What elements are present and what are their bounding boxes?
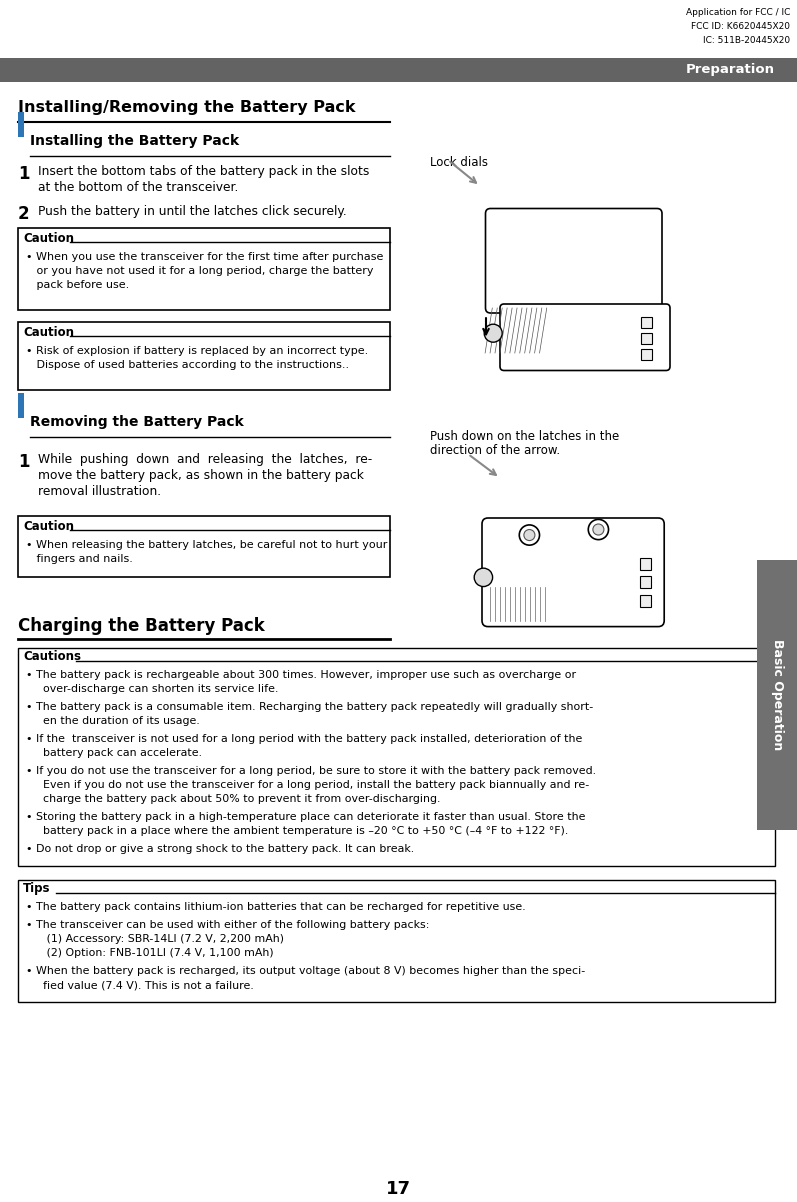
- Bar: [18, 322, 390, 389]
- Text: IC: 511B-20445X20: IC: 511B-20445X20: [703, 36, 790, 44]
- Text: Installing/Removing the Battery Pack: Installing/Removing the Battery Pack: [18, 100, 355, 115]
- Circle shape: [474, 569, 493, 587]
- Text: Even if you do not use the transceiver for a long period, install the battery pa: Even if you do not use the transceiver f…: [36, 780, 589, 790]
- Text: move the battery pack, as shown in the battery pack: move the battery pack, as shown in the b…: [38, 469, 364, 482]
- Text: Push down on the latches in the: Push down on the latches in the: [430, 430, 619, 444]
- Text: 17: 17: [386, 1180, 411, 1198]
- Text: • Risk of explosion if battery is replaced by an incorrect type.: • Risk of explosion if battery is replac…: [26, 346, 368, 356]
- Text: FCC ID: K6620445X20: FCC ID: K6620445X20: [691, 22, 790, 31]
- Text: pack before use.: pack before use.: [26, 280, 129, 290]
- Text: • If you do not use the transceiver for a long period, be sure to store it with : • If you do not use the transceiver for …: [26, 766, 596, 776]
- Text: en the duration of its usage.: en the duration of its usage.: [36, 716, 200, 726]
- Text: 2: 2: [18, 206, 29, 224]
- Text: Preparation: Preparation: [686, 64, 775, 77]
- Text: 1: 1: [18, 165, 29, 183]
- Bar: [757, 560, 797, 831]
- Text: Charging the Battery Pack: Charging the Battery Pack: [18, 617, 265, 635]
- Circle shape: [593, 524, 604, 535]
- Bar: [640, 577, 651, 589]
- Bar: [641, 317, 652, 328]
- Bar: [18, 880, 775, 1002]
- Text: • The transceiver can be used with either of the following battery packs:: • The transceiver can be used with eithe…: [26, 920, 430, 930]
- Text: (2) Option: FNB-101LI (7.4 V, 1,100 mAh): (2) Option: FNB-101LI (7.4 V, 1,100 mAh): [36, 948, 273, 958]
- Text: Insert the bottom tabs of the battery pack in the slots: Insert the bottom tabs of the battery pa…: [38, 165, 369, 178]
- Text: battery pack in a place where the ambient temperature is –20 °C to +50 °C (–4 °F: battery pack in a place where the ambien…: [36, 826, 568, 837]
- Text: over-discharge can shorten its service life.: over-discharge can shorten its service l…: [36, 684, 278, 694]
- Text: Basic Operation: Basic Operation: [771, 639, 783, 750]
- Text: • The battery pack is a consumable item. Recharging the battery pack repeatedly : • The battery pack is a consumable item.…: [26, 702, 593, 712]
- Bar: [640, 595, 651, 607]
- Text: • Do not drop or give a strong shock to the battery pack. It can break.: • Do not drop or give a strong shock to …: [26, 844, 414, 853]
- Text: 1: 1: [18, 453, 29, 471]
- Circle shape: [485, 325, 502, 343]
- Text: • The battery pack contains lithium-ion batteries that can be recharged for repe: • The battery pack contains lithium-ion …: [26, 902, 526, 912]
- Circle shape: [524, 530, 535, 541]
- Text: (1) Accessory: SBR-14LI (7.2 V, 2,200 mAh): (1) Accessory: SBR-14LI (7.2 V, 2,200 mA…: [36, 934, 284, 944]
- Text: • The battery pack is rechargeable about 300 times. However, improper use such a: • The battery pack is rechargeable about…: [26, 670, 576, 680]
- Text: Tips: Tips: [23, 882, 50, 895]
- Bar: [0, 58, 797, 82]
- Text: Lock dials: Lock dials: [430, 156, 488, 169]
- Bar: [18, 516, 390, 577]
- Text: Push the battery in until the latches click securely.: Push the battery in until the latches cl…: [38, 206, 347, 218]
- Text: • When releasing the battery latches, be careful not to hurt your: • When releasing the battery latches, be…: [26, 540, 387, 551]
- Text: or you have not used it for a long period, charge the battery: or you have not used it for a long perio…: [26, 266, 374, 276]
- Text: Installing the Battery Pack: Installing the Battery Pack: [30, 133, 239, 148]
- Bar: [0, 395, 797, 407]
- Text: direction of the arrow.: direction of the arrow.: [430, 444, 560, 457]
- Bar: [640, 558, 651, 570]
- Text: Caution: Caution: [23, 520, 74, 532]
- Text: • Storing the battery pack in a high-temperature place can deteriorate it faster: • Storing the battery pack in a high-tem…: [26, 813, 586, 822]
- Text: Caution: Caution: [23, 232, 74, 245]
- Bar: [18, 393, 24, 418]
- Bar: [18, 648, 775, 865]
- Bar: [18, 228, 390, 310]
- Text: Application for FCC / IC: Application for FCC / IC: [685, 8, 790, 17]
- Text: • When you use the transceiver for the first time after purchase: • When you use the transceiver for the f…: [26, 252, 383, 262]
- FancyBboxPatch shape: [500, 304, 670, 370]
- Text: charge the battery pack about 50% to prevent it from over-discharging.: charge the battery pack about 50% to pre…: [36, 795, 441, 804]
- Bar: [641, 350, 652, 361]
- Text: Removing the Battery Pack: Removing the Battery Pack: [30, 415, 244, 429]
- Text: removal illustration.: removal illustration.: [38, 484, 161, 498]
- FancyBboxPatch shape: [485, 208, 662, 313]
- Text: Caution: Caution: [23, 326, 74, 339]
- Text: While  pushing  down  and  releasing  the  latches,  re-: While pushing down and releasing the lat…: [38, 453, 372, 466]
- Text: battery pack can accelerate.: battery pack can accelerate.: [36, 748, 202, 758]
- Circle shape: [588, 519, 609, 540]
- Bar: [641, 333, 652, 344]
- Text: • When the battery pack is recharged, its output voltage (about 8 V) becomes hig: • When the battery pack is recharged, it…: [26, 966, 585, 976]
- Circle shape: [520, 525, 540, 546]
- Bar: [18, 112, 24, 137]
- FancyBboxPatch shape: [482, 518, 664, 626]
- Text: • If the  transceiver is not used for a long period with the battery pack instal: • If the transceiver is not used for a l…: [26, 734, 583, 744]
- Text: Cautions: Cautions: [23, 650, 81, 664]
- Text: fingers and nails.: fingers and nails.: [26, 554, 133, 564]
- Text: Dispose of used batteries according to the instructions..: Dispose of used batteries according to t…: [26, 361, 349, 370]
- Text: fied value (7.4 V). This is not a failure.: fied value (7.4 V). This is not a failur…: [36, 980, 253, 990]
- Text: at the bottom of the transceiver.: at the bottom of the transceiver.: [38, 182, 238, 194]
